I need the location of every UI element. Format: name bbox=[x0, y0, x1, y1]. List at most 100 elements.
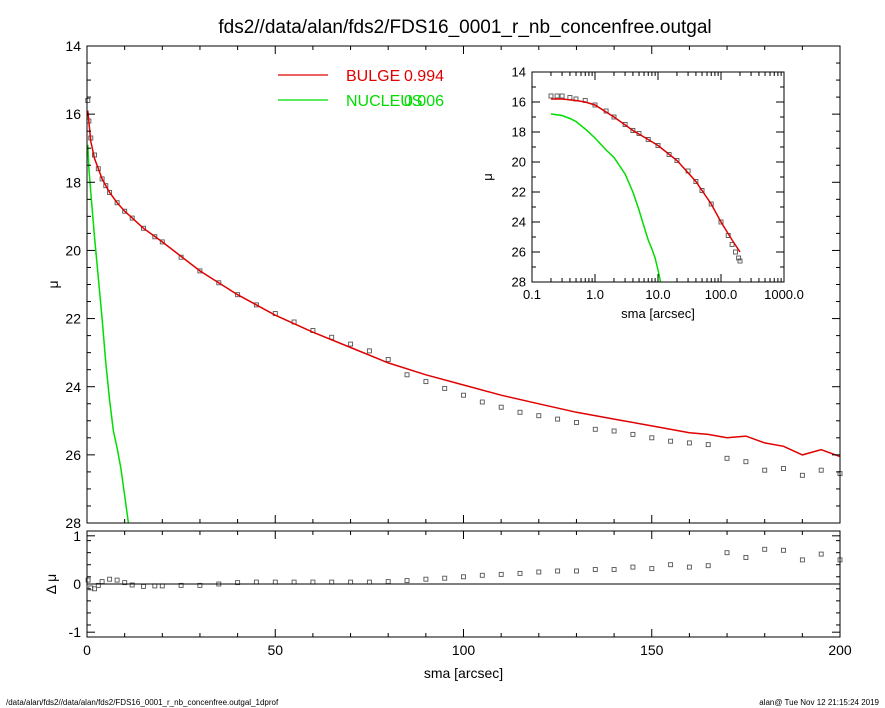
series-line-bulge bbox=[87, 110, 841, 458]
data-point bbox=[762, 546, 768, 552]
y-tick-label: 16 bbox=[65, 106, 81, 122]
data-point bbox=[818, 551, 824, 557]
y-tick-label: 0 bbox=[73, 576, 81, 592]
data-point bbox=[517, 570, 523, 576]
data-point bbox=[567, 95, 573, 100]
data-point bbox=[141, 583, 146, 589]
y-tick-label: -1 bbox=[69, 624, 82, 640]
y-tick-label: 28 bbox=[512, 275, 526, 290]
y-tick-label: 28 bbox=[65, 515, 81, 531]
data-point bbox=[159, 239, 165, 245]
data-point bbox=[114, 200, 120, 206]
data-point bbox=[423, 576, 429, 582]
data-point bbox=[781, 466, 786, 471]
footer-timestamp: alan@ Tue Nov 12 21:15:24 2019 bbox=[759, 698, 879, 707]
data-point bbox=[442, 385, 448, 391]
data-point bbox=[95, 582, 101, 588]
x-tick-label: 150 bbox=[640, 642, 664, 658]
data-point bbox=[235, 292, 241, 298]
y-tick-label: 14 bbox=[65, 38, 81, 54]
data-point bbox=[498, 571, 504, 577]
y-axis-label: Δ μ bbox=[43, 574, 59, 595]
data-point bbox=[385, 579, 391, 585]
plot-frame bbox=[531, 71, 785, 283]
data-point bbox=[592, 567, 598, 572]
y-tick-label: 18 bbox=[65, 174, 81, 190]
data-point bbox=[122, 580, 128, 586]
legend-value: 0.006 bbox=[404, 93, 444, 110]
legend-value: 0.994 bbox=[404, 68, 444, 85]
data-point bbox=[129, 582, 135, 588]
data-point bbox=[107, 190, 113, 195]
y-tick-label: 14 bbox=[512, 65, 526, 80]
data-point bbox=[178, 582, 184, 588]
data-point bbox=[114, 577, 120, 583]
data-point bbox=[404, 372, 410, 378]
data-point bbox=[517, 409, 523, 415]
data-point bbox=[705, 563, 711, 569]
data-point bbox=[737, 258, 743, 264]
data-point bbox=[799, 557, 805, 563]
y-tick-label: 26 bbox=[512, 245, 526, 260]
data-point bbox=[666, 152, 672, 157]
legend-label: NUCLEUS bbox=[346, 93, 422, 110]
data-point bbox=[622, 122, 628, 127]
series-nucleus bbox=[550, 113, 662, 283]
data-point bbox=[141, 225, 146, 231]
data-point bbox=[592, 426, 598, 432]
x-tick-label: 0.1 bbox=[523, 287, 541, 302]
data-point bbox=[743, 459, 749, 465]
data-point bbox=[85, 577, 91, 583]
data-point bbox=[630, 431, 636, 437]
data-point bbox=[103, 183, 109, 189]
data-point bbox=[686, 564, 692, 570]
data-point bbox=[348, 341, 354, 347]
data-point bbox=[649, 435, 655, 441]
x-axis-label: sma [arcsec] bbox=[621, 306, 695, 321]
y-tick-label: 1 bbox=[73, 528, 81, 544]
y-tick-label: 20 bbox=[65, 242, 81, 258]
y-tick-label: 20 bbox=[512, 155, 526, 170]
data-point bbox=[724, 550, 730, 556]
figure-title: fds2//data/alan/fds2/FDS16_0001_r_nb_con… bbox=[218, 17, 711, 38]
x-tick-label: 10.0 bbox=[645, 287, 670, 302]
x-tick-label: 100.0 bbox=[705, 287, 738, 302]
data-point bbox=[743, 555, 749, 560]
legend-label: BULGE bbox=[346, 68, 400, 85]
x-tick-label: 0 bbox=[83, 642, 91, 658]
data-point bbox=[536, 413, 542, 419]
data-point bbox=[733, 249, 738, 255]
data-point bbox=[729, 242, 735, 247]
data-point bbox=[718, 219, 724, 225]
data-point bbox=[762, 467, 768, 473]
y-tick-label: 18 bbox=[512, 125, 526, 140]
data-point bbox=[404, 578, 410, 584]
data-point bbox=[461, 574, 466, 580]
data-point bbox=[574, 420, 579, 425]
data-point bbox=[655, 143, 661, 148]
data-point bbox=[107, 576, 113, 582]
y-tick-label: 16 bbox=[512, 95, 526, 110]
data-point bbox=[674, 158, 680, 163]
y-tick-label: 24 bbox=[65, 379, 81, 395]
data-point bbox=[724, 455, 730, 461]
series-nucleus bbox=[87, 144, 130, 524]
legend-entry-bulge: BULGE 0.994 bbox=[278, 68, 444, 85]
data-point bbox=[536, 569, 542, 575]
data-point bbox=[197, 268, 203, 274]
data-point bbox=[559, 93, 565, 99]
x-tick-label: 50 bbox=[267, 642, 283, 658]
x-tick-label: 100 bbox=[452, 642, 476, 658]
data-point bbox=[385, 357, 391, 362]
data-point bbox=[442, 575, 448, 581]
plot-frame bbox=[86, 45, 841, 524]
data-point bbox=[705, 442, 711, 448]
data-point bbox=[461, 392, 466, 398]
data-point bbox=[699, 188, 705, 193]
x-tick-label: 1000.0 bbox=[764, 287, 804, 302]
data-point bbox=[554, 93, 560, 99]
